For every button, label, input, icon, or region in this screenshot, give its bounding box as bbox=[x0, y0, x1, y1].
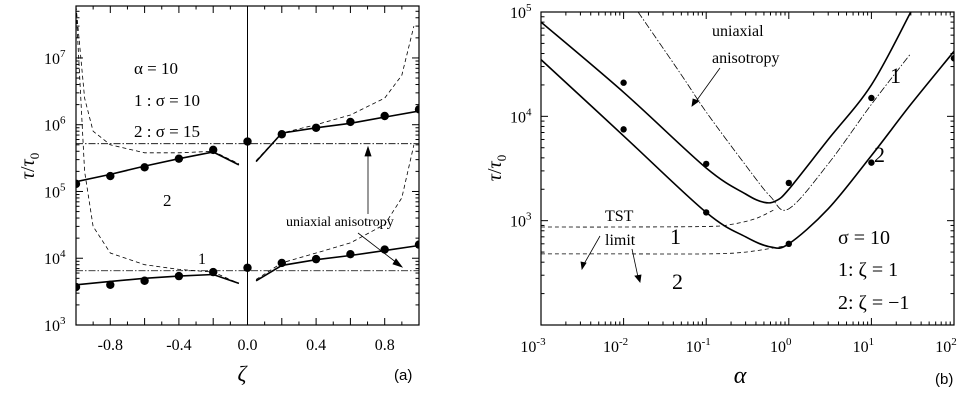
marker-b-1 bbox=[868, 94, 875, 102]
xtick-label-a: 0.8 bbox=[375, 337, 395, 354]
panel-a-xlabel: ζ bbox=[238, 361, 249, 386]
panel-a-data bbox=[76, 6, 419, 325]
marker-a-1 bbox=[209, 267, 218, 277]
marker-a-2 bbox=[209, 145, 218, 155]
marker-b-2 bbox=[785, 240, 792, 248]
marker-a-2 bbox=[380, 111, 389, 121]
panel-b-tag: (b) bbox=[935, 371, 953, 388]
panel-a-plot-area bbox=[76, 6, 419, 325]
panel-a-axes: 103 104 105 106 107 -0.8 -0.4 0.0 0.4 0.8 bbox=[44, 5, 420, 354]
panel-b-xlabel: α bbox=[734, 363, 747, 389]
panel-a-ylabel: τ/τ0 bbox=[17, 153, 42, 179]
legend-b-line-3: 2: ζ = −1 bbox=[838, 292, 909, 314]
legend-a-line-2: 1 : σ = 10 bbox=[134, 91, 200, 110]
marker-a-1 bbox=[414, 240, 419, 249]
xtick-label-a: -0.4 bbox=[166, 337, 191, 354]
legend-a-line-3: 2 : σ = 15 bbox=[134, 122, 200, 141]
panel-b-ylabel: τ/τ0 bbox=[484, 155, 509, 181]
marker-a-2 bbox=[311, 123, 321, 132]
curve-label-1-a: 1 bbox=[198, 251, 206, 268]
xtick-label-b: 10-3 bbox=[520, 336, 546, 356]
marker-a-1 bbox=[140, 276, 149, 285]
panel-b-series-1-solid bbox=[541, 12, 912, 204]
legend-b-line-1: σ = 10 bbox=[838, 227, 890, 249]
uniaxial-label-a: uniaxial anisotropy bbox=[286, 215, 394, 230]
panel-b-series-TST-limit-1-dashed bbox=[541, 208, 777, 228]
ytick-label-b: 105 bbox=[510, 2, 532, 22]
ytick-label-a: 103 bbox=[44, 315, 66, 335]
uniaxial-arrow-b bbox=[691, 67, 721, 107]
xtick-label-a: 0.4 bbox=[306, 337, 326, 354]
panel-b-data bbox=[541, 12, 954, 255]
tst-curve-label-2: 2 bbox=[672, 269, 683, 294]
panel-a-legend: α = 10 1 : σ = 10 2 : σ = 15 bbox=[134, 59, 200, 141]
marker-a-1 bbox=[277, 258, 286, 268]
xtick-label-a: 0.0 bbox=[238, 337, 258, 354]
marker-b-2 bbox=[620, 126, 627, 133]
ytick-label-b: 104 bbox=[510, 106, 532, 126]
tst-curve-label-1: 1 bbox=[670, 224, 681, 249]
uniaxial-arrows-a bbox=[357, 145, 404, 268]
marker-a-1 bbox=[243, 263, 252, 272]
legend-b-line-2: 1: ζ = 1 bbox=[838, 259, 898, 281]
uniaxial-label-b-1: uniaxial bbox=[712, 23, 764, 40]
legend-a-line-1: α = 10 bbox=[134, 59, 178, 78]
marker-a-2 bbox=[140, 163, 149, 172]
curve-label-2-b: 2 bbox=[874, 142, 885, 167]
ytick-label-a: 105 bbox=[44, 181, 66, 201]
marker-a-1 bbox=[311, 254, 321, 264]
ytick-label-b: 103 bbox=[510, 211, 532, 231]
marker-a-2 bbox=[174, 154, 184, 163]
panel-a-series-1-solid bbox=[76, 244, 419, 286]
marker-a-1 bbox=[346, 249, 355, 259]
marker-b-1 bbox=[785, 179, 792, 187]
panel-b-series-uniaxial-anisotropy-dash-dot bbox=[637, 12, 912, 211]
xtick-label-b: 100 bbox=[770, 336, 792, 356]
uniaxial-label-b-2: anisotropy bbox=[712, 50, 780, 67]
panel-b-frame bbox=[540, 11, 955, 326]
marker-b-2 bbox=[950, 55, 954, 62]
xtick-label-b: 10-1 bbox=[686, 336, 711, 356]
panel-a: 103 104 105 106 107 -0.8 -0.4 0.0 0.4 0.8 α = 10 … bbox=[17, 5, 420, 386]
panel-b-axes: 10-3 10-2 10-1 100 101 102 103 104 105 bbox=[510, 2, 957, 356]
marker-a-2 bbox=[414, 105, 419, 114]
marker-b-1 bbox=[703, 160, 710, 168]
marker-a-2 bbox=[76, 179, 81, 189]
panel-b-legend: σ = 10 1: ζ = 1 2: ζ = −1 bbox=[838, 227, 909, 314]
marker-a-1 bbox=[106, 280, 115, 290]
curve-label-2-a: 2 bbox=[163, 191, 172, 210]
marker-a-2 bbox=[106, 171, 115, 181]
tst-arrows bbox=[580, 235, 642, 283]
marker-a-1 bbox=[380, 245, 389, 254]
panel-a-tag: (a) bbox=[394, 367, 412, 384]
panel-b-series-TST-limit-2-dashed bbox=[541, 244, 789, 255]
xtick-label-a: -0.8 bbox=[98, 337, 123, 354]
tst-label-1: TST bbox=[605, 208, 634, 225]
marker-b-1 bbox=[620, 79, 627, 86]
ytick-label-a: 107 bbox=[44, 48, 66, 68]
xtick-label-b: 102 bbox=[935, 336, 957, 356]
ytick-label-a: 106 bbox=[44, 115, 66, 135]
marker-a-2 bbox=[346, 117, 355, 127]
marker-a-2 bbox=[243, 137, 252, 146]
marker-b-2 bbox=[703, 209, 710, 216]
panel-b-plot-area bbox=[541, 12, 954, 255]
marker-a-1 bbox=[174, 271, 184, 281]
curve-label-1-b: 1 bbox=[890, 63, 901, 88]
xtick-label-b: 10-2 bbox=[603, 336, 628, 356]
marker-b-2 bbox=[868, 159, 875, 166]
marker-a-2 bbox=[277, 130, 286, 139]
ytick-label-a: 104 bbox=[44, 248, 66, 268]
panel-b-series-2-solid bbox=[541, 50, 954, 249]
tst-label-2: limit bbox=[605, 232, 636, 249]
xtick-label-b: 101 bbox=[853, 336, 875, 356]
